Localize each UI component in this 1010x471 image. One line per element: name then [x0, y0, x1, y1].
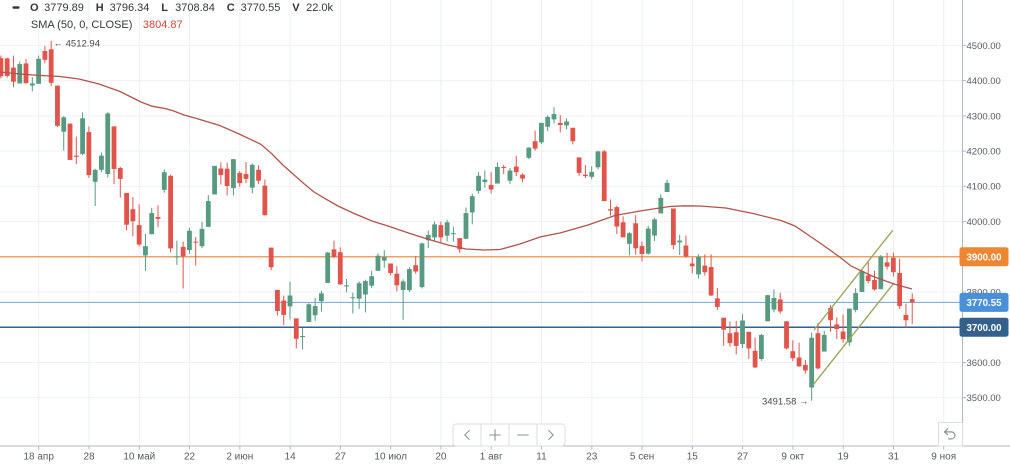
svg-text:31: 31: [888, 452, 900, 463]
svg-text:3770.55: 3770.55: [967, 298, 1003, 309]
svg-text:23: 23: [586, 452, 598, 463]
svg-text:1 авг: 1 авг: [480, 452, 503, 463]
svg-text:2 июн: 2 июн: [226, 452, 253, 463]
svg-text:SMA (50, 0, CLOSE): SMA (50, 0, CLOSE): [31, 19, 132, 31]
svg-text:18 апр: 18 апр: [23, 452, 54, 463]
svg-text:20: 20: [435, 452, 447, 463]
svg-text:10 май: 10 май: [123, 452, 155, 463]
svg-text:3700.00: 3700.00: [967, 323, 1002, 334]
svg-text:3804.87: 3804.87: [143, 19, 183, 31]
svg-text:11: 11: [536, 452, 547, 463]
svg-text:4000.00: 4000.00: [967, 217, 1001, 228]
svg-text:27: 27: [737, 452, 749, 463]
svg-text:27: 27: [335, 452, 347, 463]
svg-text:28: 28: [83, 452, 95, 463]
svg-text:10 июл: 10 июл: [374, 452, 407, 463]
svg-text:15: 15: [687, 452, 699, 463]
svg-text:4300.00: 4300.00: [967, 111, 1001, 122]
svg-text:← 4512.94: ← 4512.94: [54, 38, 100, 49]
svg-text:4200.00: 4200.00: [967, 147, 1001, 158]
svg-text:9 окт: 9 окт: [781, 452, 804, 463]
svg-text:19: 19: [838, 452, 850, 463]
svg-text:5 сен: 5 сен: [630, 452, 654, 463]
svg-text:4100.00: 4100.00: [967, 182, 1001, 193]
svg-text:14: 14: [285, 452, 297, 463]
svg-text:3500.00: 3500.00: [967, 393, 1001, 404]
svg-text:4400.00: 4400.00: [967, 76, 1001, 87]
svg-text:3900.00: 3900.00: [967, 252, 1002, 263]
svg-text:3600.00: 3600.00: [967, 358, 1001, 369]
svg-text:9 ноя: 9 ноя: [931, 452, 956, 463]
svg-text:22: 22: [184, 452, 196, 463]
svg-text:4500.00: 4500.00: [967, 41, 1001, 52]
svg-text:3491.58 →: 3491.58 →: [762, 397, 808, 408]
